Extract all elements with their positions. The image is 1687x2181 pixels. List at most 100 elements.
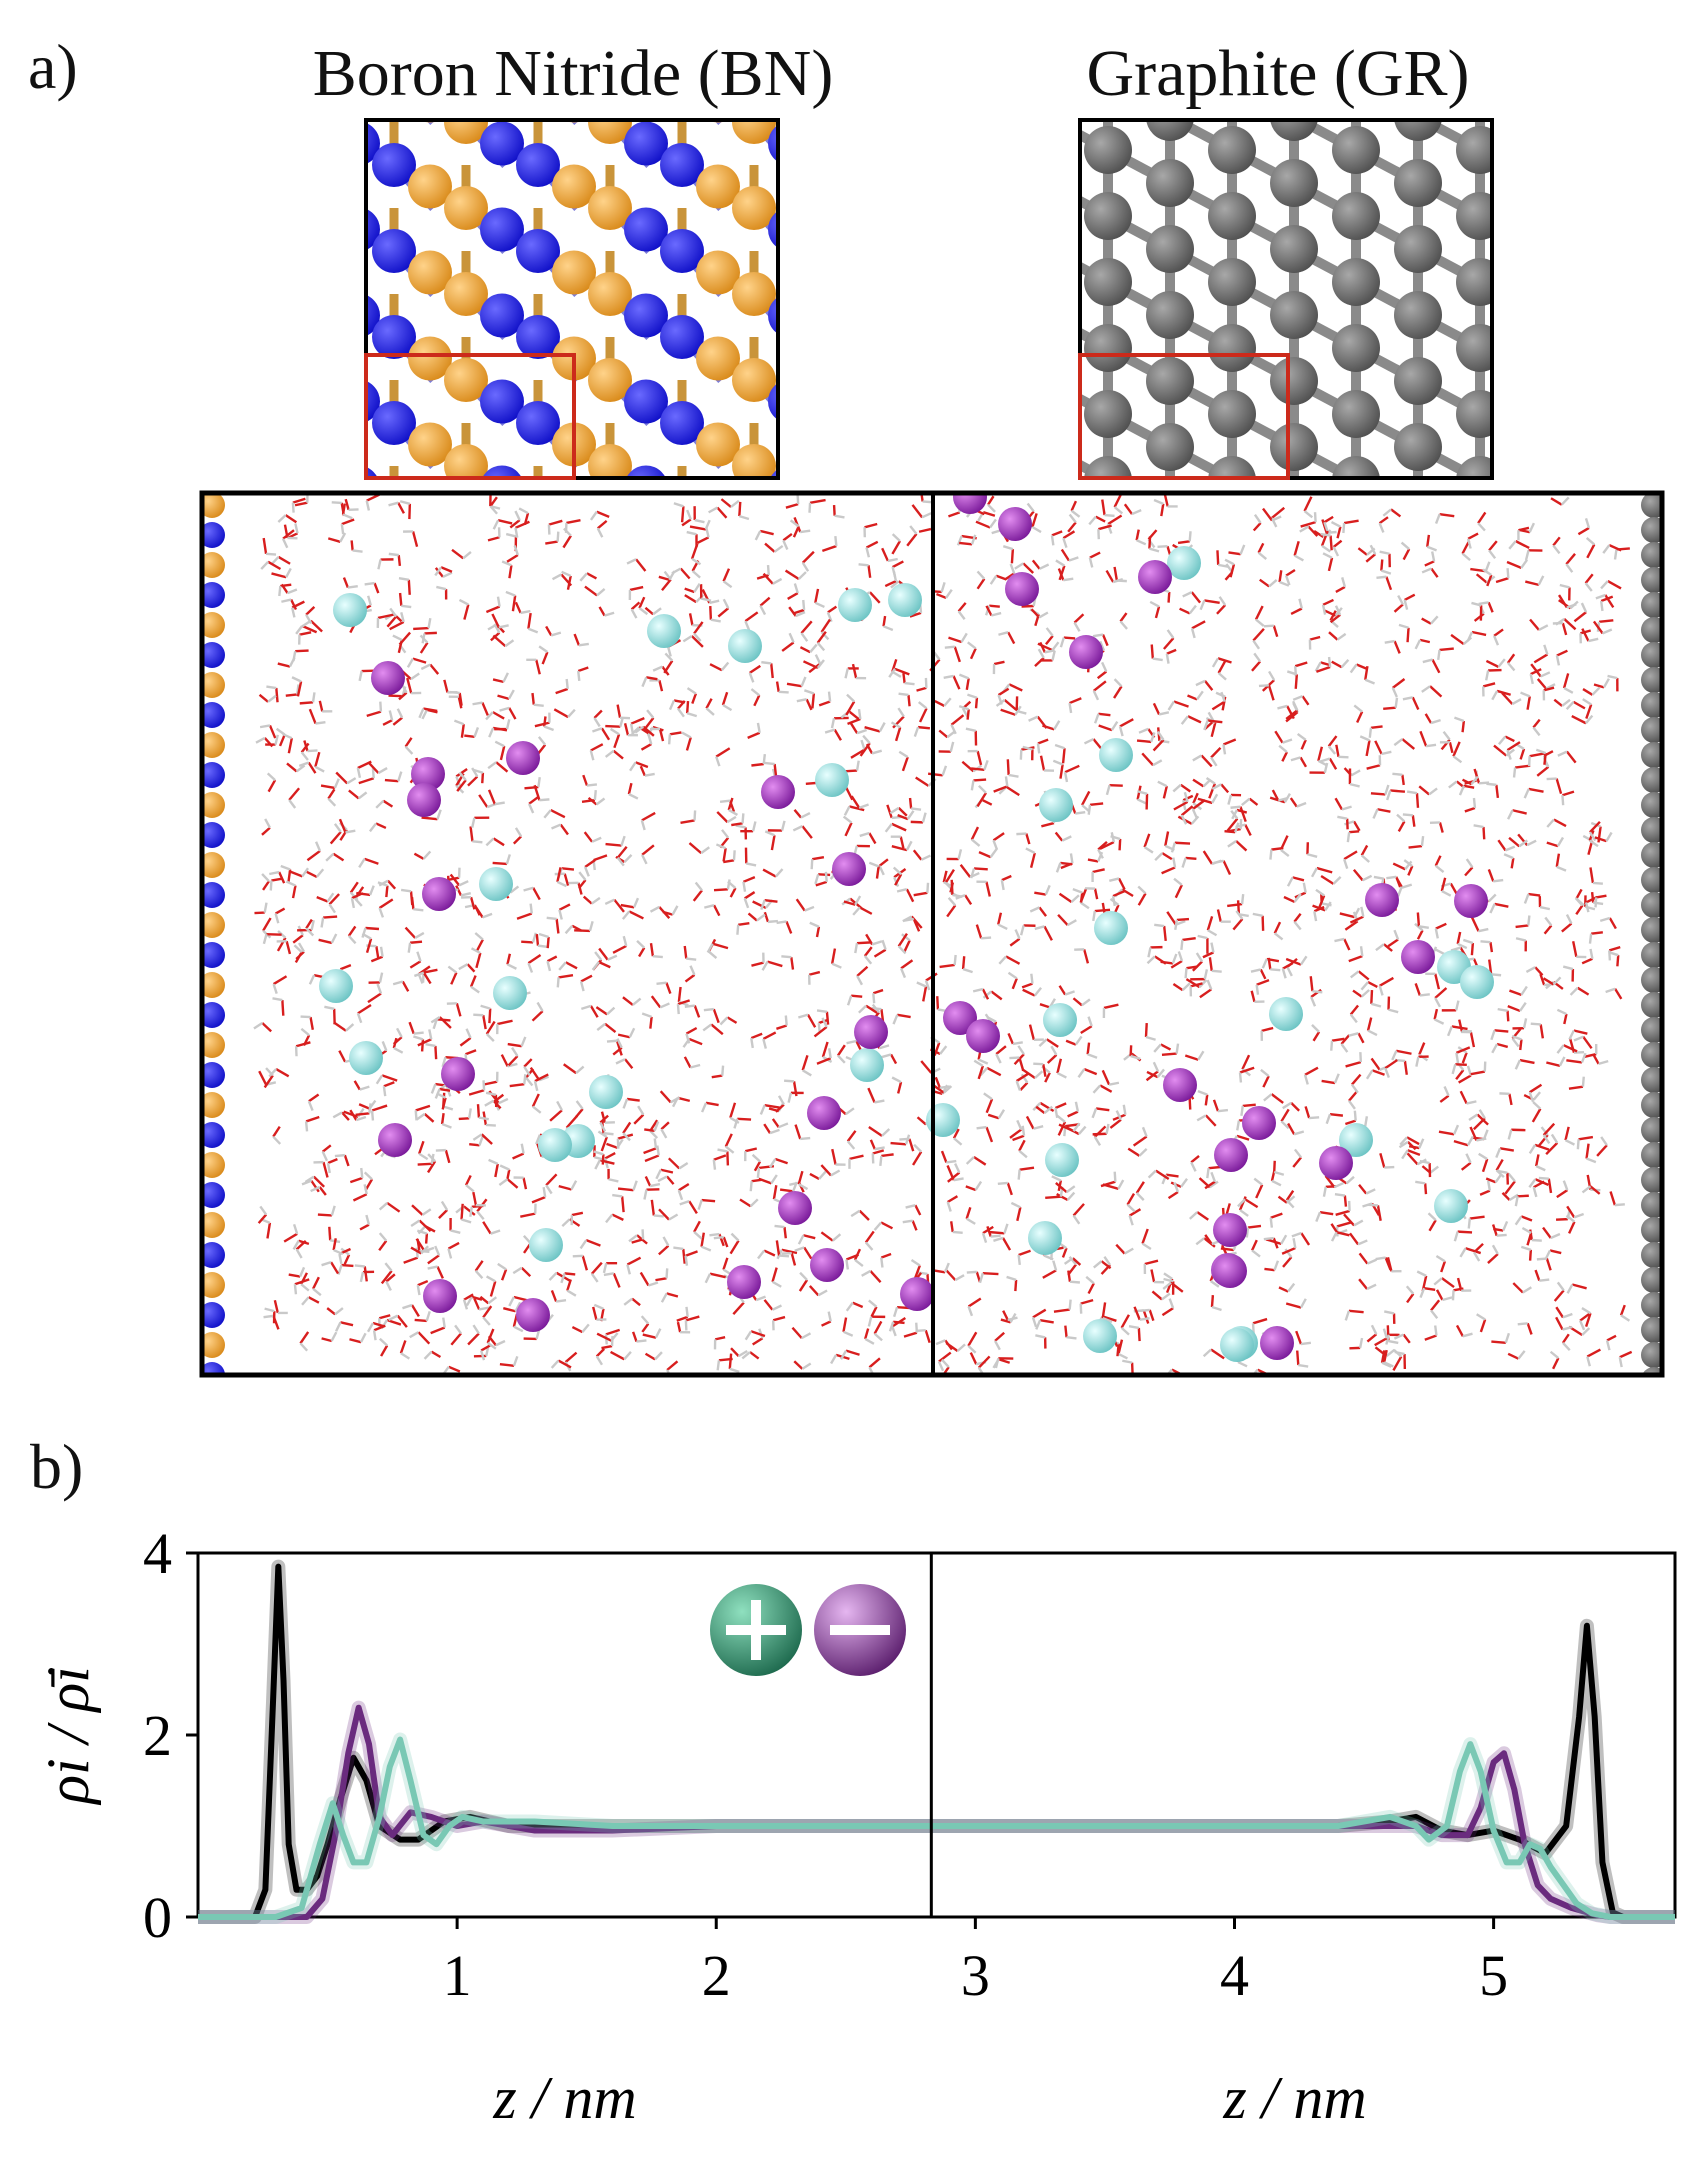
y-tick-label: 2 bbox=[143, 1703, 172, 1768]
bn-wall-atom bbox=[202, 1182, 225, 1208]
anion-sphere bbox=[411, 757, 445, 791]
carbon-atom bbox=[1270, 291, 1318, 339]
bn-wall-atom bbox=[202, 1092, 225, 1118]
anion-sphere bbox=[1454, 884, 1488, 918]
cation-sphere bbox=[1083, 1319, 1117, 1353]
graphite-wall-atom bbox=[1641, 867, 1662, 893]
x-axis-label-left: z / nm bbox=[492, 2065, 636, 2131]
boron-atom bbox=[552, 250, 596, 295]
boron-atom bbox=[588, 120, 632, 144]
carbon-atom bbox=[1518, 357, 1566, 405]
carbon-atom bbox=[1456, 126, 1492, 174]
bn-wall-atom bbox=[202, 1032, 225, 1058]
anion-sphere bbox=[1214, 1138, 1248, 1172]
bn-lattice-inset bbox=[300, 57, 884, 480]
carbon-atom bbox=[1332, 192, 1380, 240]
carbon-atom bbox=[1084, 60, 1132, 108]
carbon-atom bbox=[1084, 258, 1132, 306]
density-chart: 1 2 3 4 5 0 2 4 ρi / ρ̄i z / nm z / nm bbox=[35, 1521, 1677, 2131]
nitrogen-atom bbox=[624, 207, 668, 252]
anion-sphere bbox=[807, 1096, 841, 1130]
boron-atom bbox=[696, 164, 740, 209]
carbon-atom bbox=[1456, 192, 1492, 240]
bn-wall-atom bbox=[202, 732, 225, 758]
nitrogen-atom bbox=[660, 401, 704, 445]
cation-sphere bbox=[479, 867, 513, 901]
boron-atom bbox=[300, 186, 344, 230]
carbon-atom bbox=[1084, 192, 1132, 240]
cation-sphere bbox=[888, 583, 922, 617]
bn-wall-atom bbox=[202, 1302, 225, 1328]
anion-sphere bbox=[810, 1248, 844, 1282]
nitrogen-atom bbox=[480, 207, 524, 252]
bn-wall-atom bbox=[202, 972, 225, 998]
graphite-wall-atom bbox=[1641, 1067, 1662, 1093]
boron-atom bbox=[552, 164, 596, 209]
carbon-atom bbox=[1022, 357, 1070, 405]
bn-wall-atom bbox=[202, 1332, 225, 1358]
bn-wall-atom bbox=[202, 762, 225, 788]
y-axis-label: ρi / ρ̄i bbox=[35, 1666, 101, 1806]
nitrogen-atom bbox=[660, 143, 704, 187]
boron-atom bbox=[444, 186, 488, 230]
nitrogen-atom bbox=[480, 293, 524, 338]
carbon-atom bbox=[1084, 456, 1132, 478]
boron-atom bbox=[840, 251, 884, 295]
nitrogen-atom bbox=[660, 57, 704, 101]
boron-atom bbox=[732, 272, 776, 316]
bn-wall-atom bbox=[202, 1122, 225, 1148]
carbon-atom bbox=[1270, 357, 1318, 405]
boron-atom bbox=[408, 336, 452, 381]
graphite-wall-atom bbox=[1641, 1117, 1662, 1143]
carbon-atom bbox=[1332, 390, 1380, 438]
nitrogen-atom bbox=[516, 57, 560, 101]
cation-sphere bbox=[349, 1041, 383, 1075]
carbon-atom bbox=[1084, 126, 1132, 174]
anion-sphere bbox=[943, 1001, 977, 1035]
nitrogen-atom bbox=[624, 379, 668, 424]
carbon-atom bbox=[1332, 324, 1380, 372]
carbon-atom bbox=[1394, 291, 1442, 339]
graphite-wall-atom bbox=[1641, 1167, 1662, 1193]
bn-wall-atom bbox=[202, 672, 225, 698]
bn-wall-atom bbox=[202, 552, 225, 578]
anion-sphere bbox=[1069, 635, 1103, 669]
x-tick-label: 2 bbox=[702, 1943, 731, 2008]
graphite-wall-atom bbox=[1641, 942, 1662, 968]
nitrogen-atom bbox=[768, 125, 778, 162]
boron-atom bbox=[408, 250, 452, 295]
anion-sphere bbox=[1242, 1106, 1276, 1140]
x-tick-label: 5 bbox=[1479, 1943, 1508, 2008]
carbon-atom bbox=[1270, 120, 1318, 141]
anion-sphere bbox=[1005, 572, 1039, 606]
boron-atom bbox=[408, 164, 452, 209]
nitrogen-atom bbox=[768, 211, 778, 248]
carbon-atom bbox=[1084, 390, 1132, 438]
anion-sphere bbox=[966, 1019, 1000, 1053]
carbon-atom bbox=[1084, 324, 1132, 372]
x-axis-label-right: z / nm bbox=[1222, 2065, 1366, 2131]
graphite-wall-atom bbox=[1641, 1292, 1662, 1318]
bn-wall-atom bbox=[202, 1062, 225, 1088]
carbon-atom bbox=[1518, 423, 1566, 471]
carbon-atom bbox=[1208, 390, 1256, 438]
anion-sphere bbox=[378, 1123, 412, 1157]
graphite-wall-atom bbox=[1641, 792, 1662, 818]
graphite-wall-atom bbox=[1641, 617, 1662, 643]
boron-atom bbox=[696, 250, 740, 295]
graphite-wall-atom bbox=[1641, 1317, 1662, 1343]
anion-sphere bbox=[506, 741, 540, 775]
carbon-atom bbox=[1270, 423, 1318, 471]
carbon-atom bbox=[1394, 423, 1442, 471]
nitrogen-atom bbox=[624, 121, 668, 166]
plus-icon bbox=[710, 1584, 802, 1676]
boron-atom bbox=[588, 272, 632, 316]
carbon-atom bbox=[1208, 126, 1256, 174]
anion-sphere bbox=[1319, 1146, 1353, 1180]
anion-sphere bbox=[761, 775, 795, 809]
graphite-wall-atom bbox=[1641, 567, 1662, 593]
anion-sphere bbox=[422, 877, 456, 911]
bn-unit-cell-highlight bbox=[364, 353, 576, 480]
boron-atom bbox=[696, 422, 740, 467]
y-tick-label: 4 bbox=[143, 1521, 172, 1586]
